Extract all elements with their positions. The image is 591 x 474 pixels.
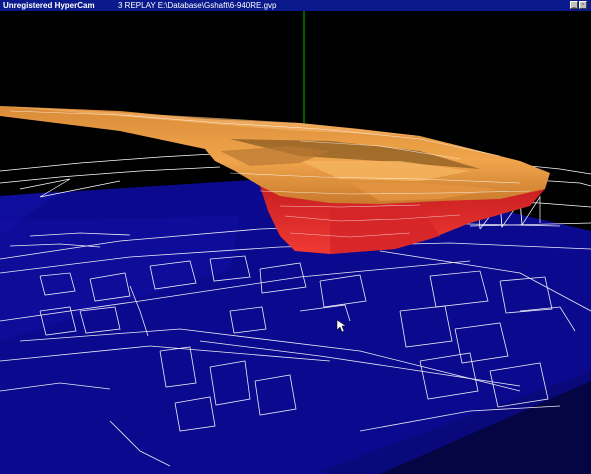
mouse-cursor-icon <box>336 319 347 333</box>
map-linework <box>0 222 591 467</box>
shell-surface <box>0 106 550 204</box>
title-bar[interactable]: Unregistered HyperCam 3 REPLAY E:\Databa… <box>0 0 591 11</box>
restore-icon[interactable]: ▫ <box>579 1 587 9</box>
shell-contours <box>9 110 531 208</box>
app-title: Unregistered HyperCam <box>3 1 95 10</box>
ground-plane <box>0 174 591 474</box>
3d-viewport[interactable] <box>0 11 591 474</box>
minimize-icon[interactable]: _ <box>570 1 578 9</box>
document-title: 3 REPLAY E:\Database\Gshaft\6-940RE.gvp <box>118 1 277 10</box>
